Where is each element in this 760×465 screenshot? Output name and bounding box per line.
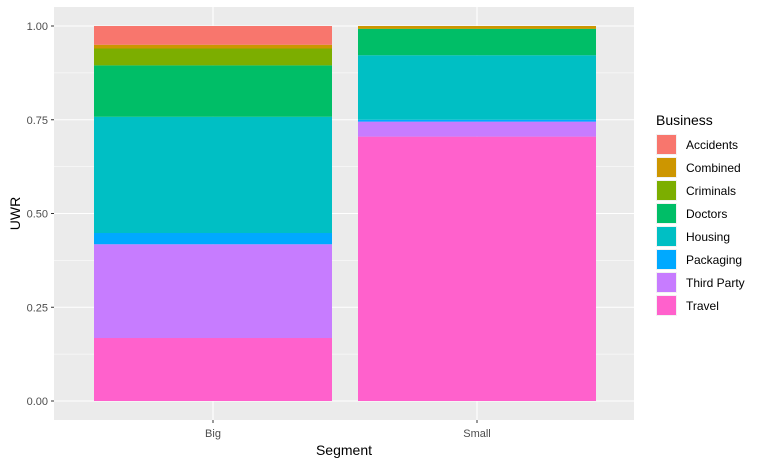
legend-swatch-third-party [657,273,676,292]
legend-swatch-doctors [657,204,676,223]
bar-segment-small-travel [358,136,596,401]
bar-segment-big-combined [94,44,332,49]
legend-swatch-housing [657,227,676,246]
bar-segment-big-packaging [94,233,332,245]
bar-segment-big-accidents [94,26,332,45]
legend-swatch-combined [657,158,676,177]
legend-label-travel: Travel [686,299,719,313]
y-tick-label: 1.00 [27,21,48,33]
legend-title: Business [656,112,713,128]
y-tick-label: 0.00 [27,396,48,408]
bar-segment-big-doctors [94,65,332,117]
bar-segment-big-third-party [94,244,332,338]
bar-segment-small-third-party [358,121,596,137]
bar-segment-big-housing [94,116,332,233]
y-tick-label: 0.25 [27,302,48,314]
x-axis-title: Segment [316,442,372,458]
bar-segment-small-housing [358,55,596,120]
legend-swatch-packaging [657,250,676,269]
legend-swatch-accidents [657,135,676,154]
x-axis: Big Small [205,420,491,440]
y-axis: 0.00 0.25 0.50 0.75 1.00 [27,21,54,408]
legend-label-packaging: Packaging [686,253,742,267]
legend-label-combined: Combined [686,161,741,175]
legend-label-doctors: Doctors [686,207,727,221]
y-tick-label: 0.75 [27,115,48,127]
bar-segment-big-travel [94,338,332,401]
legend-label-housing: Housing [686,230,730,244]
bar-segment-small-doctors [358,29,596,56]
bar-segment-small-combined [358,26,596,29]
y-tick-label: 0.50 [27,209,48,221]
legend-label-accidents: Accidents [686,138,738,152]
legend-label-criminals: Criminals [686,184,736,198]
x-tick-label: Small [463,428,491,440]
y-axis-title: UWR [7,197,23,230]
x-tick-label: Big [205,428,221,440]
bars [94,26,596,401]
bar-segment-big-criminals [94,48,332,66]
legend-swatch-criminals [657,181,676,200]
legend: Business Accidents Combined Criminals Docto… [656,112,745,316]
legend-swatch-travel [657,296,676,315]
bar-segment-small-packaging [358,119,596,122]
legend-label-third-party: Third Party [686,276,745,290]
